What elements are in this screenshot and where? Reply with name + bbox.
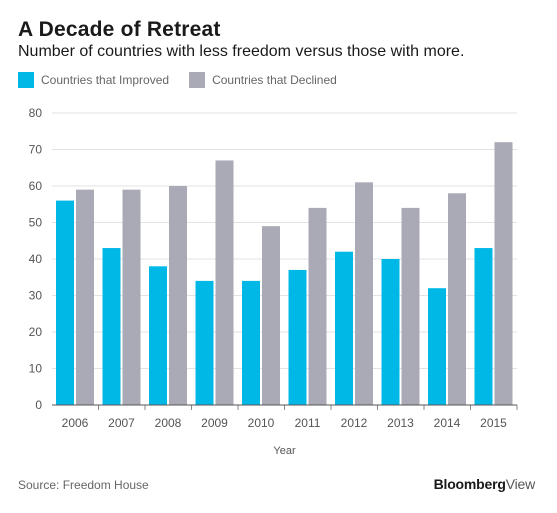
x-tick-label: 2007 bbox=[108, 416, 135, 430]
x-tick-label: 2010 bbox=[248, 416, 275, 430]
bar-declined bbox=[262, 226, 280, 405]
bar-improved bbox=[474, 248, 493, 405]
x-axis-label: Year bbox=[273, 445, 296, 457]
bar-declined bbox=[355, 182, 373, 405]
legend-label-improved: Countries that Improved bbox=[41, 73, 170, 87]
legend-label-declined: Countries that Declined bbox=[212, 73, 337, 87]
x-tick-label: 2006 bbox=[62, 416, 89, 430]
bar-improved bbox=[288, 269, 307, 405]
bar-declined bbox=[494, 142, 513, 405]
bar-declined bbox=[401, 207, 420, 405]
legend-item-declined: Countries that Declined bbox=[189, 72, 337, 88]
chart-subtitle: Number of countries with less freedom ve… bbox=[18, 43, 465, 60]
bar-declined bbox=[76, 189, 94, 405]
logo-bold-text: Bloomberg bbox=[433, 476, 506, 492]
bar-improved bbox=[381, 259, 400, 405]
bar-chart: 0 10 20 30 40 50 60 70 80 2006 2007 2008 2009 2010 201… bbox=[29, 106, 518, 457]
x-tick-label: 2012 bbox=[341, 416, 368, 430]
bar-improved bbox=[335, 251, 353, 405]
bar-improved bbox=[56, 200, 74, 405]
y-tick-label: 0 bbox=[35, 398, 42, 412]
legend-swatch-improved bbox=[18, 72, 34, 88]
y-tick-label: 20 bbox=[29, 325, 43, 339]
x-tick-label: 2009 bbox=[201, 416, 228, 430]
bar-declined bbox=[215, 160, 234, 405]
bar-improved bbox=[102, 248, 121, 405]
x-tick-label: 2015 bbox=[480, 416, 507, 430]
bar-declined bbox=[122, 189, 141, 405]
x-tick-label: 2013 bbox=[387, 416, 414, 430]
bar-improved bbox=[242, 280, 260, 405]
chart-title: A Decade of Retreat bbox=[18, 18, 221, 41]
y-tick-label: 70 bbox=[29, 143, 43, 157]
logo-light-text: View bbox=[505, 476, 535, 492]
bar-declined bbox=[308, 207, 327, 405]
source-note: Source: Freedom House bbox=[18, 478, 149, 492]
bar-improved bbox=[149, 266, 167, 405]
legend: Countries that Improved Countries that D… bbox=[18, 72, 357, 88]
bar-declined bbox=[169, 186, 187, 405]
y-tick-label: 30 bbox=[29, 289, 43, 303]
y-tick-label: 10 bbox=[29, 362, 43, 376]
y-tick-label: 60 bbox=[29, 179, 43, 193]
x-tick-label: 2011 bbox=[295, 416, 321, 430]
x-tick-label: 2014 bbox=[434, 416, 461, 430]
bar-improved bbox=[428, 288, 446, 405]
bar-improved bbox=[195, 280, 214, 405]
y-tick-label: 40 bbox=[29, 252, 43, 266]
legend-swatch-declined bbox=[189, 72, 206, 88]
x-tick-label: 2008 bbox=[155, 416, 182, 430]
bar-declined bbox=[448, 193, 466, 405]
bloomberg-view-logo: BloombergView bbox=[433, 476, 536, 492]
y-tick-label: 50 bbox=[29, 216, 43, 230]
y-tick-label: 80 bbox=[29, 106, 43, 120]
legend-item-improved: Countries that Improved bbox=[18, 72, 169, 88]
